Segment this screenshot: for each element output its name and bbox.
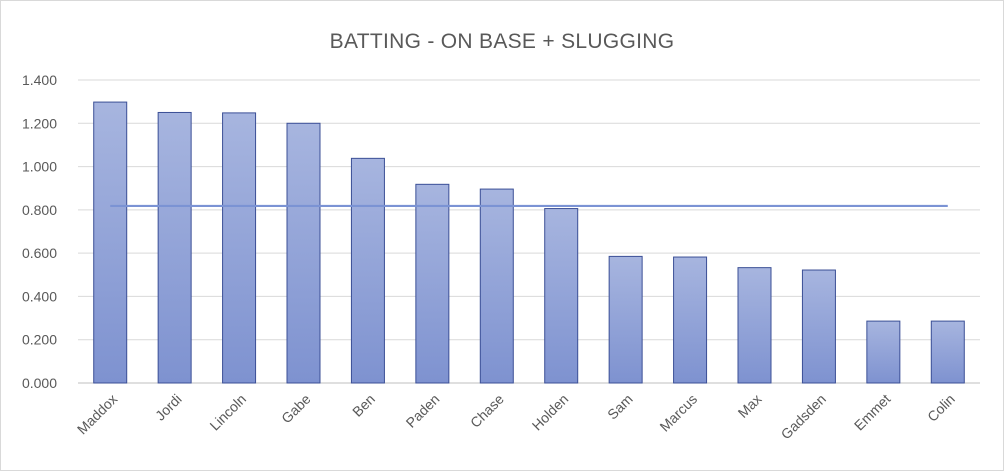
chart-title: BATTING - ON BASE + SLUGGING xyxy=(330,30,675,53)
x-category-label: Max xyxy=(735,391,765,421)
bar-marcus xyxy=(673,256,708,384)
x-category-label: Paden xyxy=(403,391,443,431)
bar-lincoln xyxy=(222,112,257,384)
x-category-label: Gabe xyxy=(278,391,314,427)
x-category-label: Lincoln xyxy=(207,391,250,434)
bar-paden xyxy=(415,183,450,384)
y-tick-label: 0.400 xyxy=(22,288,57,304)
x-category-label: Gadsden xyxy=(778,391,829,442)
bar-sam xyxy=(608,255,643,384)
x-category-label: Colin xyxy=(924,391,958,425)
bar-colin xyxy=(930,320,965,384)
y-tick-label: 1.400 xyxy=(22,72,57,88)
x-category-label: Sam xyxy=(604,391,636,423)
x-category-label: Holden xyxy=(529,391,572,434)
x-category-label: Ben xyxy=(349,391,378,420)
x-category-label: Emmet xyxy=(851,391,894,434)
bar-ben xyxy=(350,157,385,384)
bar-emmet xyxy=(866,320,901,384)
bar-chase xyxy=(479,188,514,384)
x-category-label: Marcus xyxy=(656,391,700,435)
y-tick-label: 0.200 xyxy=(22,332,57,348)
x-category-label: Chase xyxy=(467,391,507,431)
bar-gadsden xyxy=(801,269,836,384)
bar-holden xyxy=(544,208,579,384)
bar-jordi xyxy=(157,111,192,384)
y-tick-label: 1.000 xyxy=(22,159,57,175)
x-category-label: Jordi xyxy=(152,391,185,424)
y-tick-label: 0.800 xyxy=(22,202,57,218)
y-tick-label: 0.600 xyxy=(22,245,57,261)
bar-maddox xyxy=(93,101,128,384)
bar-max xyxy=(737,267,772,384)
x-category-label: Maddox xyxy=(74,391,121,438)
bar-gabe xyxy=(286,122,321,384)
y-tick-label: 0.000 xyxy=(22,375,57,391)
y-tick-label: 1.200 xyxy=(22,115,57,131)
